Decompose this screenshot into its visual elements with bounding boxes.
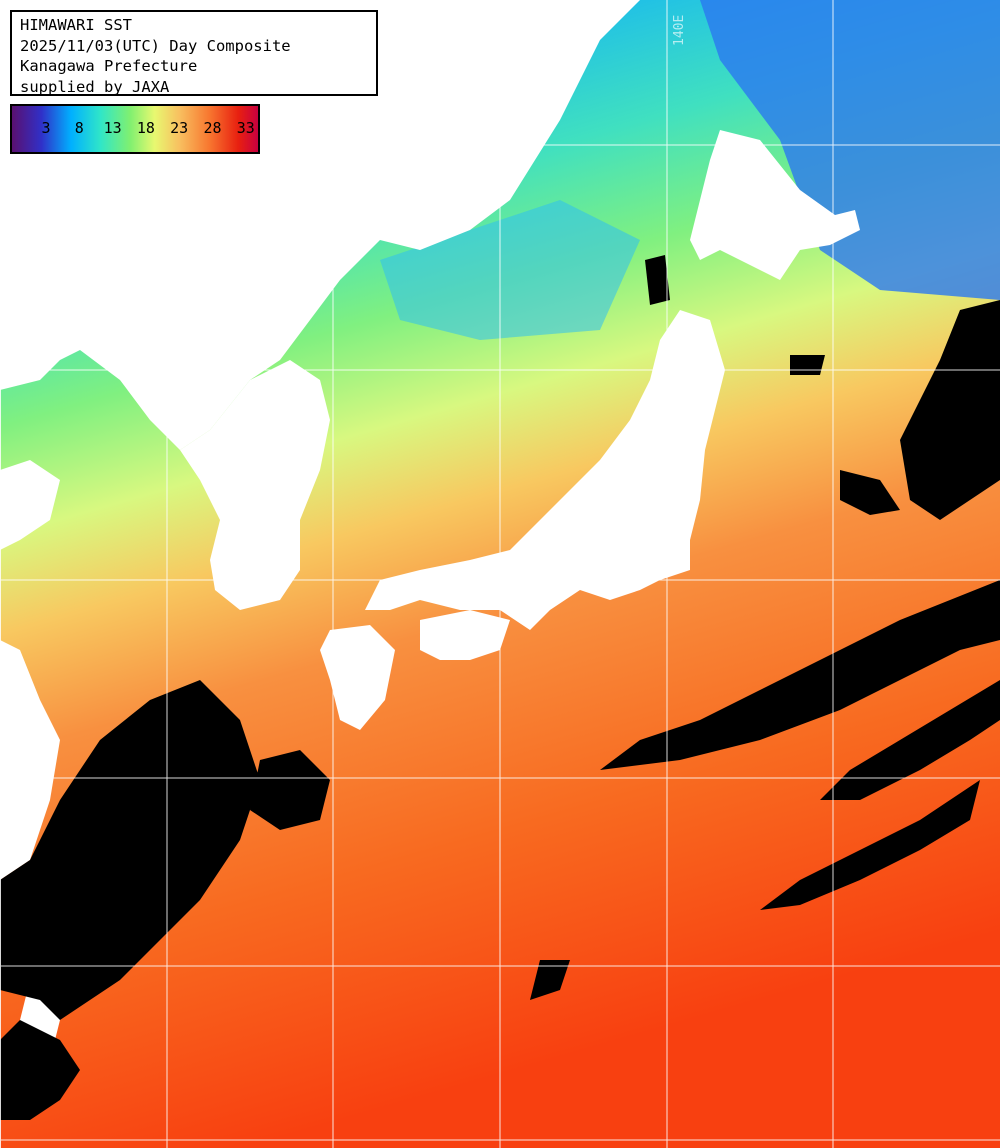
- shikoku: [420, 610, 510, 660]
- cloud-west: [0, 680, 260, 1020]
- legend-label: 33: [236, 119, 255, 137]
- cloud-honshu-west: [645, 255, 670, 305]
- lat-label-30n: 30N: [12, 760, 36, 775]
- cloud-northeast: [900, 300, 1000, 520]
- cloud-east-3: [760, 780, 980, 910]
- legend-label: 28: [203, 119, 222, 137]
- info-date: 2025/11/03(UTC) Day Composite: [20, 36, 291, 55]
- temperature-legend: 3 8 13 18 23 28 33: [10, 104, 260, 154]
- hokkaido: [690, 130, 860, 280]
- cloud-mid: [250, 750, 330, 830]
- legend-label: 23: [170, 119, 189, 137]
- info-title: HIMAWARI SST: [20, 16, 132, 34]
- korean-peninsula: [180, 360, 330, 610]
- china-coast: [0, 640, 60, 880]
- cloud-southwest: [0, 1020, 80, 1120]
- info-box: HIMAWARI SST 2025/11/03(UTC) Day Composi…: [10, 10, 378, 96]
- legend-colorbar: [12, 106, 258, 152]
- cloud-east-1: [600, 580, 1000, 770]
- honshu: [365, 310, 725, 630]
- legend-labels: 3 8 13 18 23 28 33: [12, 106, 258, 152]
- lon-label-140e: 140E: [672, 14, 687, 46]
- legend-label: 18: [136, 119, 155, 137]
- cloud-east-2: [820, 680, 1000, 800]
- cloud-south: [530, 960, 570, 1000]
- cold-northeast-water: [700, 0, 1000, 300]
- cloud-east-patch: [840, 470, 900, 515]
- cloud-mask: [0, 255, 1000, 1120]
- info-credit: supplied by JAXA: [20, 77, 170, 96]
- legend-label: 3: [41, 119, 51, 137]
- lat-label-40n: 40N: [12, 354, 36, 369]
- legend-label: 8: [74, 119, 84, 137]
- kyushu: [320, 625, 395, 730]
- info-region: Kanagawa Prefecture: [20, 57, 198, 75]
- cold-japan-sea-water: [380, 200, 640, 340]
- shandong-peninsula: [0, 460, 60, 550]
- cloud-far-east: [790, 355, 825, 375]
- legend-label: 13: [103, 119, 122, 137]
